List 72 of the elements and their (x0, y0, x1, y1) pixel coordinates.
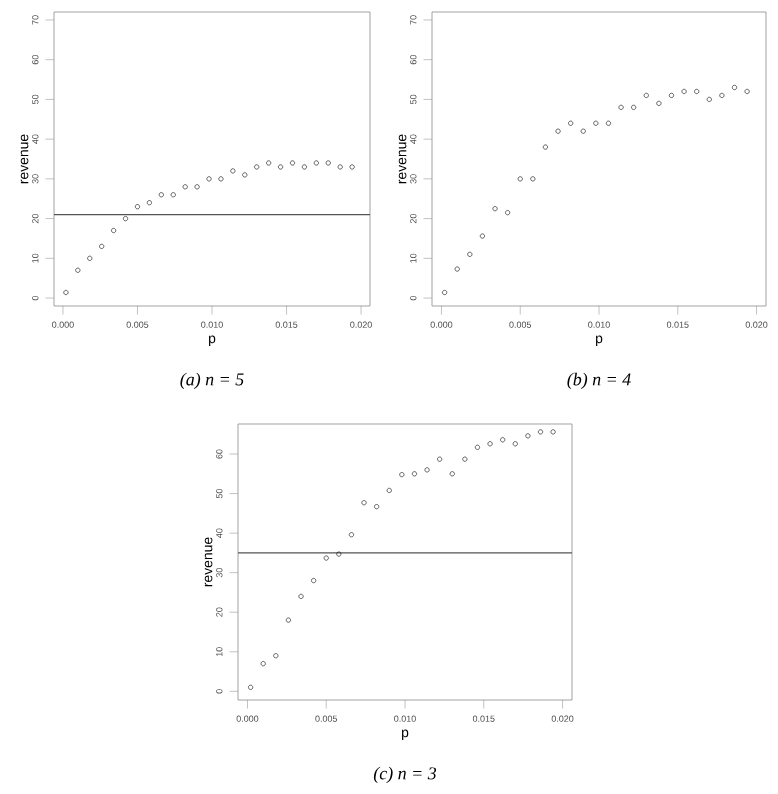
point (474, 444, 480, 450)
point (656, 100, 662, 106)
point (399, 472, 405, 478)
point (146, 200, 152, 206)
point (512, 441, 518, 447)
point (242, 172, 248, 178)
point (313, 160, 319, 166)
point (158, 192, 164, 198)
point (550, 429, 556, 435)
point (266, 160, 272, 166)
text: (c) n = 3 (373, 766, 437, 784)
point (487, 441, 493, 447)
point (301, 164, 307, 170)
point (605, 120, 611, 126)
point (182, 184, 188, 190)
point (170, 192, 176, 198)
point (374, 504, 380, 510)
point (467, 251, 473, 257)
point (525, 433, 531, 439)
point (411, 471, 417, 477)
point (248, 684, 254, 690)
point (424, 467, 430, 473)
text: (a) n = 5 (180, 372, 244, 390)
point (123, 216, 129, 222)
point (530, 176, 536, 182)
point (336, 551, 342, 557)
point (218, 176, 224, 182)
point (492, 206, 498, 212)
point (505, 210, 511, 216)
point (348, 532, 354, 538)
point (449, 471, 455, 477)
point (706, 96, 712, 102)
point (593, 120, 599, 126)
point (386, 487, 392, 493)
point (568, 120, 574, 126)
point (134, 204, 140, 210)
point (311, 578, 317, 584)
point (260, 661, 266, 667)
text: (b) n = 4 (567, 372, 631, 390)
point (744, 88, 750, 94)
point (194, 184, 200, 190)
point (361, 500, 367, 506)
point (337, 164, 343, 170)
point (580, 128, 586, 134)
point (230, 168, 236, 174)
point (273, 653, 279, 659)
point (719, 92, 725, 98)
point (99, 243, 105, 249)
point (681, 88, 687, 94)
point (87, 255, 93, 261)
point (323, 555, 329, 561)
point (254, 164, 260, 170)
point (618, 104, 624, 110)
point (285, 617, 291, 623)
point (298, 593, 304, 599)
point (479, 233, 485, 239)
point (517, 176, 523, 182)
point (668, 92, 674, 98)
point (631, 104, 637, 110)
point (437, 456, 443, 462)
point (555, 128, 561, 134)
point (325, 160, 331, 166)
point (643, 92, 649, 98)
point (542, 144, 548, 150)
point (349, 164, 355, 170)
point (206, 176, 212, 182)
point (462, 456, 468, 462)
point (500, 437, 506, 443)
point (694, 88, 700, 94)
point (278, 164, 284, 170)
point (75, 267, 81, 273)
point (454, 266, 460, 272)
